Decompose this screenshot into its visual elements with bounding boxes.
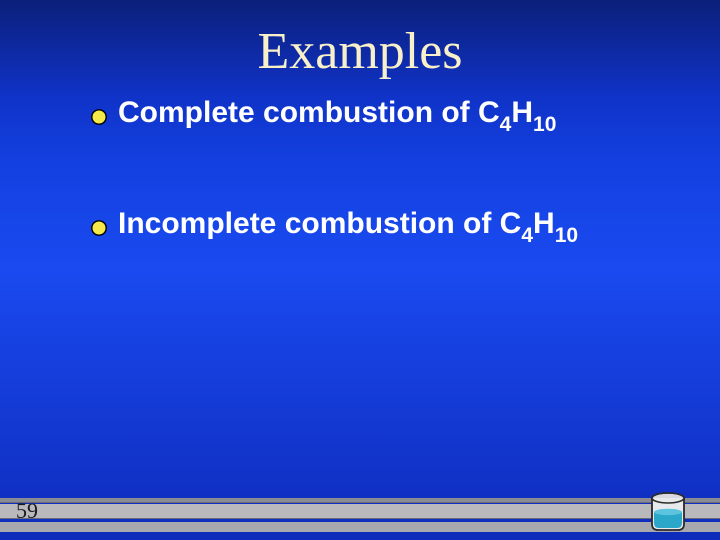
beaker-icon bbox=[644, 490, 692, 534]
slide-title: Examples bbox=[0, 22, 720, 81]
footer-bar bbox=[0, 488, 720, 532]
bullet-text: Incomplete combustion of C4H10 bbox=[118, 207, 578, 246]
bullet-icon bbox=[90, 108, 108, 126]
bullet-icon bbox=[90, 219, 108, 237]
bullet-item: Incomplete combustion of C4H10 bbox=[90, 207, 680, 246]
bullet-text-part: Incomplete combustion of C bbox=[118, 207, 521, 240]
bullet-text-part: H bbox=[511, 96, 533, 129]
formula-subscript: 10 bbox=[555, 224, 578, 247]
bullet-text-part: H bbox=[533, 207, 555, 240]
page-number: 59 bbox=[16, 498, 38, 524]
bullet-text-part: Complete combustion of C bbox=[118, 96, 500, 129]
formula-subscript: 10 bbox=[533, 113, 556, 136]
bullet-item: Complete combustion of C4H10 bbox=[90, 96, 680, 135]
slide: Examples Complete combustion of C4H10 In… bbox=[0, 0, 720, 540]
bullet-list: Complete combustion of C4H10 Incomplete … bbox=[90, 96, 680, 318]
bullet-text: Complete combustion of C4H10 bbox=[118, 96, 556, 135]
formula-subscript: 4 bbox=[500, 113, 512, 136]
formula-subscript: 4 bbox=[521, 224, 533, 247]
